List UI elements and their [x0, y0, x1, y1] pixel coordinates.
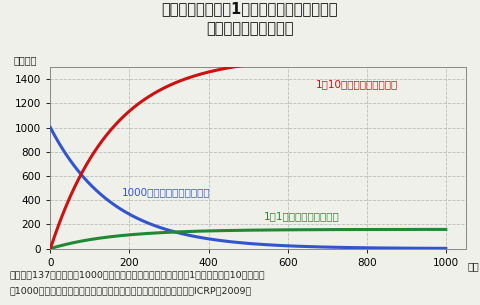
Text: セシウム137について、1000ベクレルを一度に摂取した場合と1ベクレル及び10ベクレル: セシウム137について、1000ベクレルを一度に摂取した場合と1ベクレル及び10…: [10, 270, 265, 279]
Text: ベクレル: ベクレル: [13, 55, 36, 65]
Text: を1000日間、毎日摂取した場合の全身放射能（ベクレル）の推移（ICRP・2009）: を1000日間、毎日摂取した場合の全身放射能（ベクレル）の推移（ICRP・200…: [10, 287, 252, 296]
Text: 日数: 日数: [468, 261, 480, 271]
Text: 1000ベクレルを一度に摂取: 1000ベクレルを一度に摂取: [121, 187, 210, 197]
Text: 1日1ベクレルを毎日摂取: 1日1ベクレルを毎日摂取: [264, 211, 340, 221]
Text: 1日10ベクレルを毎日摂取: 1日10ベクレルを毎日摂取: [315, 79, 397, 89]
Text: 放射性セシウムの1回摂取と長期摂取による
体内残存量の経時推移: 放射性セシウムの1回摂取と長期摂取による 体内残存量の経時推移: [161, 2, 338, 36]
